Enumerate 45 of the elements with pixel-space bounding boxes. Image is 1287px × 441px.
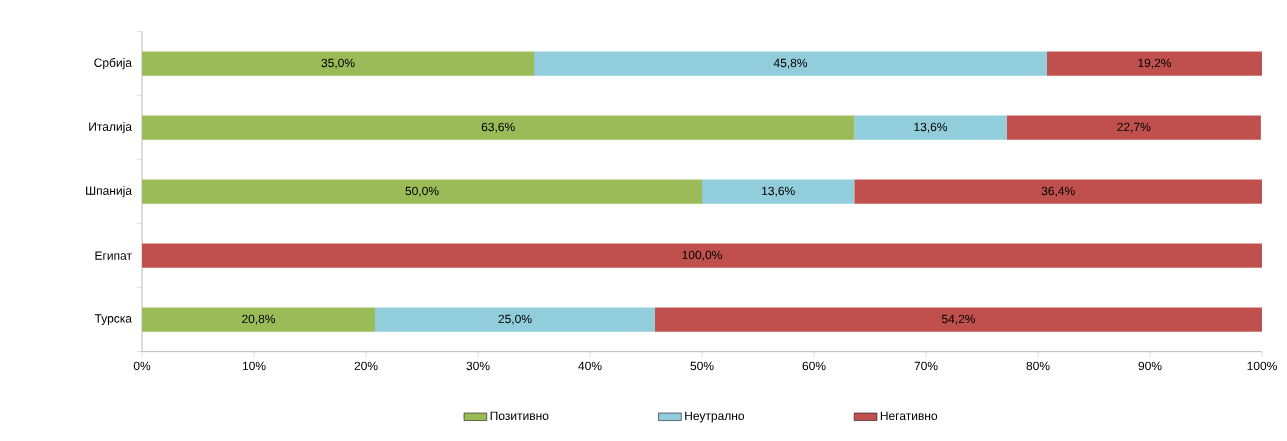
x-tick-label: 100% (1247, 361, 1277, 371)
data-label: 13,6% (762, 186, 795, 197)
data-label: 50,0% (405, 186, 439, 197)
x-tick-label: 20% (354, 361, 378, 371)
bar (854, 179, 1263, 204)
x-tick-label: 10% (242, 361, 266, 371)
bar (142, 307, 375, 332)
bar (654, 307, 1263, 332)
y-tick-label: Србија (94, 58, 132, 70)
data-label: 54,2% (941, 314, 976, 325)
x-tick-label: 0% (133, 361, 151, 371)
bar (854, 115, 1007, 140)
bar (142, 243, 1263, 268)
bar (1046, 51, 1263, 76)
bar (374, 307, 655, 332)
x-tick-label: 70% (914, 361, 938, 371)
bar (534, 51, 1047, 76)
data-label: 22,7% (1117, 122, 1151, 133)
data-label: 100,0% (682, 250, 722, 261)
x-tick-label: 60% (802, 361, 826, 371)
data-label: 35,0% (321, 58, 355, 69)
bar (702, 179, 855, 204)
legend-label: Негативно (880, 411, 938, 421)
legend-label: Позитивно (490, 411, 549, 421)
x-tick-label: 40% (578, 361, 602, 371)
data-label: 45,8% (773, 58, 808, 69)
y-tick-label: Шпанија (86, 186, 132, 198)
bar (1006, 115, 1261, 140)
x-tick-label: 80% (1026, 361, 1050, 371)
bar (142, 51, 535, 76)
legend-label: Неутрално (685, 411, 745, 423)
bar (142, 179, 703, 204)
data-label: 19,2% (1138, 58, 1172, 69)
data-label: 63,6% (481, 122, 515, 133)
data-label: 25,0% (498, 314, 532, 325)
y-tick-label: Египат (95, 251, 132, 260)
x-tick-label: 90% (1138, 361, 1162, 371)
x-tick-label: 50% (690, 361, 714, 371)
y-tick-label: Италија (89, 122, 132, 134)
data-label: 20,8% (242, 314, 276, 325)
bar (142, 115, 855, 140)
y-tick-label: Турска (94, 314, 132, 326)
data-label: 36,4% (1041, 186, 1075, 197)
data-label: 13,6% (914, 122, 948, 133)
x-tick-label: 30% (466, 361, 490, 371)
